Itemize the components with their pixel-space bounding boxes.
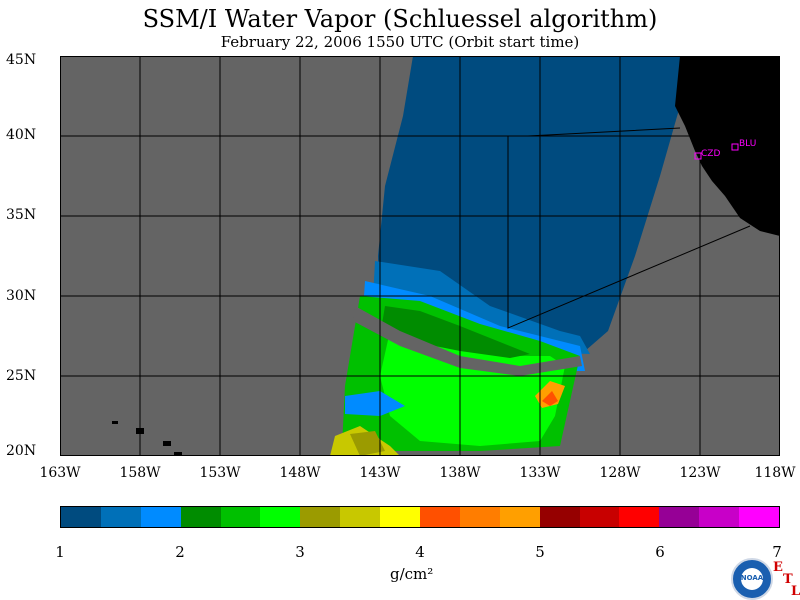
lat-label-30n: 30N [6,288,37,304]
colorbar-segment [260,507,301,527]
lon-label-148w: 148W [279,465,321,481]
lat-label-45n: 45N [6,52,37,68]
swath-red-orange-patch [542,391,558,406]
lon-label-118w: 118W [754,465,796,481]
land-hawaii-4 [174,452,182,456]
colorbar-segment [380,507,421,527]
colorbar-tick-5: 5 [535,543,545,561]
station-czd-marker [694,152,702,160]
station-blu-label: BLU [739,139,756,149]
colorbar-segment [340,507,381,527]
etl-letter-l: L [791,584,800,599]
station-czd-label: CZD [701,149,720,159]
colorbar-segment [499,507,540,527]
colorbar-segment [699,507,740,527]
colorbar-segment [180,507,221,527]
station-blu-marker [731,143,739,151]
colorbar-segment [539,507,580,527]
colorbar-segment [100,507,141,527]
swath-dark-green [380,306,530,358]
colorbar-units: g/cm² [390,565,434,583]
colorbar-segment [739,507,780,527]
lat-label-35n: 35N [6,207,37,223]
swath-bright-green [380,331,565,446]
colorbar-segment [459,507,500,527]
lon-label-158w: 158W [119,465,161,481]
colorbar-segment [619,507,660,527]
colorbar-tick-6: 6 [655,543,665,561]
colorbar-segment [579,507,620,527]
lon-label-163w: 163W [39,465,81,481]
noaa-logo-text: NOAA [740,574,764,582]
swath-low-vapor [378,56,685,351]
land-hawaii-3 [163,441,171,446]
map-subtitle: February 22, 2006 1550 UTC (Orbit start … [220,33,580,51]
noaa-logo: NOAA [731,558,773,600]
colorbar-segment [140,507,181,527]
colorbar-segment [300,507,341,527]
flight-track [507,127,751,329]
lat-label-20n: 20N [6,443,37,459]
map-frame [60,56,780,456]
colorbar-tick-7: 7 [772,543,782,561]
colorbar-tick-3: 3 [295,543,305,561]
lon-label-128w: 128W [599,465,641,481]
colorbar-tick-2: 2 [175,543,185,561]
lon-label-138w: 138W [439,465,481,481]
swath-data-gap [353,306,582,376]
graticule [60,56,780,456]
colorbar-tick-4: 4 [415,543,425,561]
noaa-logo-bird-icon [741,568,763,590]
lon-label-123w: 123W [679,465,721,481]
colorbar-segment [61,507,101,527]
colorbar [60,506,780,528]
land-north-america [675,56,780,236]
lat-label-25n: 25N [6,368,37,384]
lon-label-133w: 133W [519,465,561,481]
swath-olive-south [350,431,385,456]
colorbar-segment [220,507,261,527]
map-title: SSM/I Water Vapor (Schluessel algorithm) [142,5,658,33]
lon-label-143w: 143W [359,465,401,481]
etl-letter-e: E [773,560,783,575]
water-vapor-map: CZD BLU [60,56,780,456]
lat-label-40n: 40N [6,127,37,143]
colorbar-segment [659,507,700,527]
swath-blue-south [345,391,405,416]
land-hawaii-1 [112,421,118,424]
colorbar-segment [420,507,460,527]
colorbar-tick-1: 1 [55,543,65,561]
lon-label-153w: 153W [199,465,241,481]
etl-letter-t: T [783,572,793,587]
